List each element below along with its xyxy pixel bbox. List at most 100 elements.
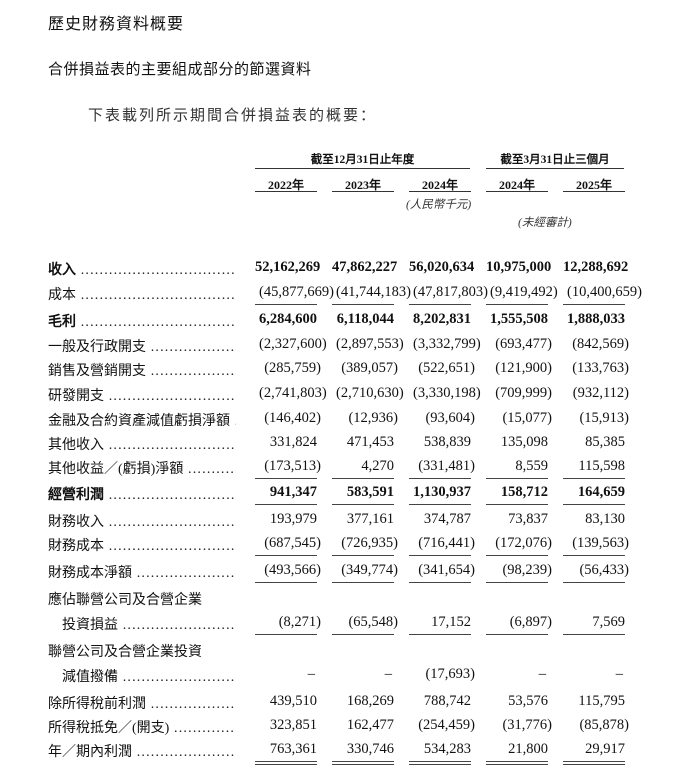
cell-value: 583,591 (346, 484, 394, 500)
cell-value: – (538, 666, 546, 682)
row-label: 應佔聯營公司及合營企業 (48, 593, 202, 608)
underline (563, 504, 625, 505)
underline (332, 555, 394, 556)
row-label-cell: 財務成本 (48, 535, 236, 555)
cell-value: 162,477 (346, 717, 394, 733)
table-row: 經營利潤 941,347 583,591 1,130,937 158,712 164,65… (48, 484, 648, 504)
column-header: 2024年 (421, 178, 458, 192)
table-row: 年／期內利潤 763,361 330,746 534,283 21,800 29,917 (48, 741, 648, 761)
underline (563, 478, 625, 479)
cell-value: 6,284,600 (259, 311, 317, 327)
cell-value: (146,402) (264, 410, 321, 426)
cell-value: (173,513) (264, 458, 321, 474)
underline (563, 634, 625, 635)
cell-value: 17,152 (431, 614, 471, 630)
cell-value: 56,020,634 (409, 259, 475, 275)
table-row: 成本 (45,877,669)(41,744,183)(47,817,803)(9… (48, 284, 648, 304)
underline (563, 582, 625, 583)
table-row: 財務成本 (687,545) (726,935) (716,441) (172,076)… (48, 535, 648, 555)
underline (409, 634, 471, 635)
row-label: 研發開支 (48, 389, 104, 404)
group-header-year: 截至12月31日止年度 (310, 154, 415, 166)
underline (486, 478, 548, 479)
row-label: 財務成本 (48, 539, 104, 554)
row-label: 其他收益／(虧損)淨額 (48, 462, 184, 477)
header-line (486, 191, 548, 192)
cell-value: (93,604) (425, 410, 475, 426)
cell-value: (716,441) (418, 535, 475, 551)
underline (332, 304, 394, 305)
intro-text: 下表載列所示期間合併損益表的概要： (88, 108, 378, 124)
row-label-cell: 年／期內利潤 (48, 741, 236, 761)
cell-value: 331,824 (269, 434, 317, 450)
group-header-line (255, 168, 470, 169)
cell-value: (349,774) (341, 562, 398, 578)
double-underline (409, 761, 471, 765)
row-label: 財務成本淨額 (48, 566, 132, 581)
cell-value: (10,400,659) (567, 284, 642, 300)
cell-value: (65,548) (348, 614, 398, 630)
cell-value: (687,545) (264, 535, 321, 551)
cell-value: 12,288,692 (563, 259, 629, 275)
row-label-cell: 毛利 (48, 311, 236, 331)
double-underline (332, 761, 394, 765)
cell-value: (12,936) (348, 410, 398, 426)
table-row: 一般及行政開支 (2,327,600) (2,897,553) (3,332,799)… (48, 336, 648, 356)
cell-value: (932,112) (572, 385, 629, 401)
cell-value: (6,897) (509, 614, 552, 630)
underline (332, 478, 394, 479)
underline (486, 304, 548, 305)
row-label-cell: 收入 (48, 259, 236, 279)
cell-value: (15,077) (502, 410, 552, 426)
row-label-cell: 其他收益／(虧損)淨額 (48, 458, 236, 478)
row-label-cell: 除所得稅前利潤 (48, 693, 236, 713)
cell-value: 330,746 (346, 741, 394, 757)
row-label: 聯營公司及合營企業投資 (48, 645, 202, 660)
cell-value: 763,361 (269, 741, 317, 757)
underline (255, 504, 317, 505)
underline (409, 504, 471, 505)
underline (409, 582, 471, 583)
row-label-cell: 其他收入 (48, 434, 236, 454)
section-heading: 歷史財務資料概要 (48, 14, 185, 33)
row-label-cell: 銷售及營銷開支 (48, 360, 236, 380)
cell-value: 374,787 (423, 511, 471, 527)
row-label: 收入 (48, 263, 76, 278)
underline (255, 634, 317, 635)
underline (409, 304, 471, 305)
underline (255, 304, 317, 305)
underline (255, 582, 317, 583)
cell-value: 10,975,000 (486, 259, 552, 275)
cell-value: (693,477) (495, 336, 552, 352)
row-label-cell: 經營利潤 (48, 484, 236, 504)
row-label-cell: 應佔聯營公司及合營企業 (48, 589, 236, 609)
header-line (332, 191, 394, 192)
cell-value: 1,130,937 (413, 484, 471, 500)
cell-value: 47,862,227 (332, 259, 398, 275)
table-row: 財務成本淨額 (493,566) (349,774) (341,654) (98,239… (48, 562, 648, 582)
column-header: 2023年 (344, 178, 381, 192)
cell-value: 83,130 (585, 511, 625, 527)
header-line (563, 191, 625, 192)
header-line (409, 191, 471, 192)
row-label: 其他收入 (48, 438, 104, 453)
row-label-cell: 成本 (48, 284, 236, 304)
unaudited-note: (未經審計) (518, 217, 572, 229)
group-header-quarter: 截至3月31日止三個月 (500, 154, 610, 166)
cell-value: (3,332,799) (413, 336, 481, 352)
cell-value: (9,419,492) (490, 284, 558, 300)
cell-value: (41,744,183) (336, 284, 411, 300)
table-row: 其他收入 331,824 471,453 538,839 135,098 85,385 (48, 434, 648, 454)
cell-value: 135,098 (500, 434, 548, 450)
table-row: 收入 52,162,269 47,862,227 56,020,634 10,975,0… (48, 259, 648, 279)
underline (409, 478, 471, 479)
cell-value: (8,271) (278, 614, 321, 630)
cell-value: (2,741,803) (259, 385, 327, 401)
cell-value: 85,385 (585, 434, 625, 450)
underline (486, 634, 548, 635)
cell-value: (709,999) (495, 385, 552, 401)
underline (486, 504, 548, 505)
table-row: 應佔聯營公司及合營企業 (48, 589, 648, 609)
cell-value: (522,651) (418, 360, 475, 376)
row-label-cell: 聯營公司及合營企業投資 (48, 641, 236, 661)
